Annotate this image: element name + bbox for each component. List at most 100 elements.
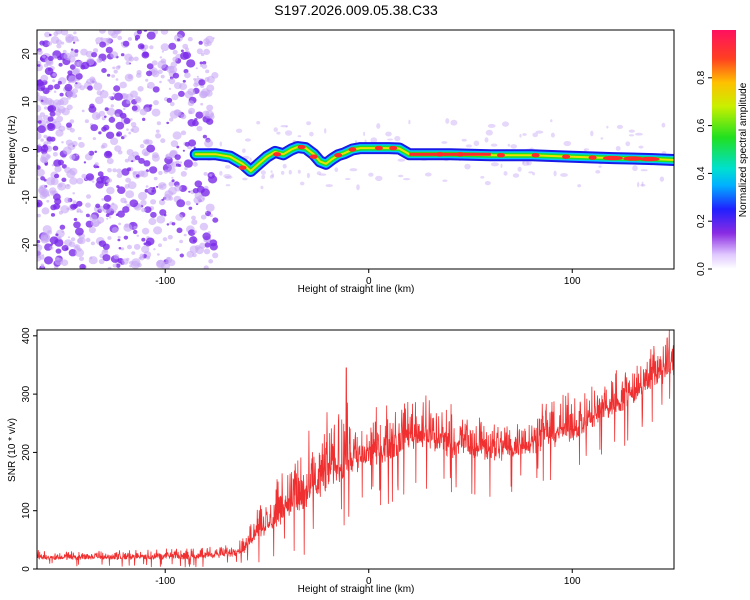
faint-blob: [637, 181, 640, 188]
noise-blob: [50, 213, 56, 217]
noise-blob: [59, 224, 66, 230]
noise-blob: [156, 185, 159, 188]
noise-blob: [167, 166, 176, 174]
noise-blob: [94, 150, 97, 153]
noise-blob: [204, 77, 210, 82]
track-hotspot: [562, 154, 571, 159]
noise-blob: [123, 223, 133, 232]
noise-blob: [192, 188, 199, 194]
noise-blob: [126, 128, 129, 131]
faint-blob: [273, 127, 278, 132]
noise-blob: [209, 213, 213, 218]
noise-blob: [92, 137, 97, 141]
noise-blob: [143, 242, 147, 246]
faint-blob: [334, 167, 339, 173]
noise-blob: [89, 214, 98, 222]
noise-blob: [61, 141, 64, 144]
noise-blob: [46, 123, 56, 131]
noise-blob: [157, 253, 160, 256]
noise-blob: [88, 226, 96, 234]
noise-blob: [37, 125, 46, 134]
noise-blob: [73, 221, 81, 229]
faint-blob: [583, 148, 590, 151]
noise-blob: [135, 174, 140, 178]
noise-blob: [106, 158, 114, 165]
noise-blob: [72, 200, 77, 204]
noise-blob: [75, 73, 83, 80]
noise-blob: [176, 199, 186, 208]
noise-blob: [114, 92, 123, 101]
faint-blob: [490, 162, 499, 167]
x-tick-label: 100: [564, 576, 581, 587]
noise-blob: [160, 138, 166, 144]
faint-blob: [398, 174, 404, 178]
noise-blob: [151, 70, 160, 78]
colorbar-tick-label: 0.6: [696, 118, 707, 132]
faint-blob: [485, 129, 493, 136]
noise-blob: [204, 139, 214, 148]
noise-blob: [37, 143, 41, 147]
noise-blob: [84, 119, 89, 124]
noise-blob: [72, 41, 76, 44]
faint-blob: [387, 138, 394, 141]
noise-blob: [67, 142, 76, 151]
faint-blob: [526, 160, 532, 166]
track-hotspot: [309, 154, 318, 159]
noise-blob: [59, 92, 64, 97]
faint-blob: [550, 132, 555, 138]
noise-blob: [37, 213, 41, 218]
noise-blob: [112, 66, 116, 70]
noise-blob: [37, 145, 43, 153]
noise-blob: [77, 237, 86, 245]
faint-blob: [306, 172, 310, 179]
faint-blob: [219, 170, 223, 176]
noise-blob: [91, 112, 101, 120]
noise-blob: [133, 56, 139, 62]
noise-blob: [89, 76, 96, 82]
noise-blob: [146, 70, 153, 77]
noise-blob: [92, 180, 95, 183]
noise-blob: [123, 107, 126, 110]
faint-blob: [661, 151, 667, 154]
noise-blob: [120, 42, 124, 45]
noise-blob: [171, 176, 174, 179]
noise-blob: [193, 230, 197, 234]
noise-blob: [67, 236, 71, 239]
faint-blob: [528, 171, 534, 174]
faint-blob: [345, 178, 351, 180]
track-hotspot: [273, 152, 282, 157]
noise-blob: [167, 259, 176, 267]
faint-blob: [503, 171, 508, 176]
noise-blob: [104, 115, 107, 118]
spectrogram-x-label: Height of straight line (km): [298, 284, 415, 295]
noise-blob: [145, 255, 151, 260]
faint-blob: [502, 121, 509, 127]
noise-blob: [187, 37, 193, 42]
noise-blob: [112, 263, 118, 268]
noise-blob: [37, 49, 43, 55]
x-tick-label: 100: [564, 276, 581, 287]
track-hotspot: [602, 155, 623, 161]
noise-blob: [69, 154, 76, 161]
snr-x-ticks: -100 0 100: [155, 569, 581, 587]
noise-blob: [101, 68, 107, 73]
noise-blob: [113, 254, 120, 260]
noise-blob: [175, 163, 180, 167]
noise-blob: [57, 236, 62, 240]
faint-blob: [225, 165, 231, 169]
noise-blob: [127, 154, 137, 163]
noise-blob: [111, 74, 115, 78]
noise-blob: [85, 213, 90, 218]
y-tick-label: -10: [21, 190, 32, 205]
noise-blob: [75, 245, 79, 249]
noise-blob: [61, 230, 65, 233]
colorbar-ticks: 0.0 0.2 0.4 0.6 0.8: [696, 70, 712, 276]
noise-blob: [203, 172, 208, 176]
noise-blob: [156, 215, 166, 224]
track-hotspot: [297, 144, 306, 150]
noise-blob: [121, 258, 129, 265]
noise-blob: [211, 72, 219, 79]
snr-y-ticks: 0 100 200 300 400: [21, 327, 37, 572]
noise-blob: [54, 198, 62, 205]
noise-blob: [180, 49, 184, 53]
